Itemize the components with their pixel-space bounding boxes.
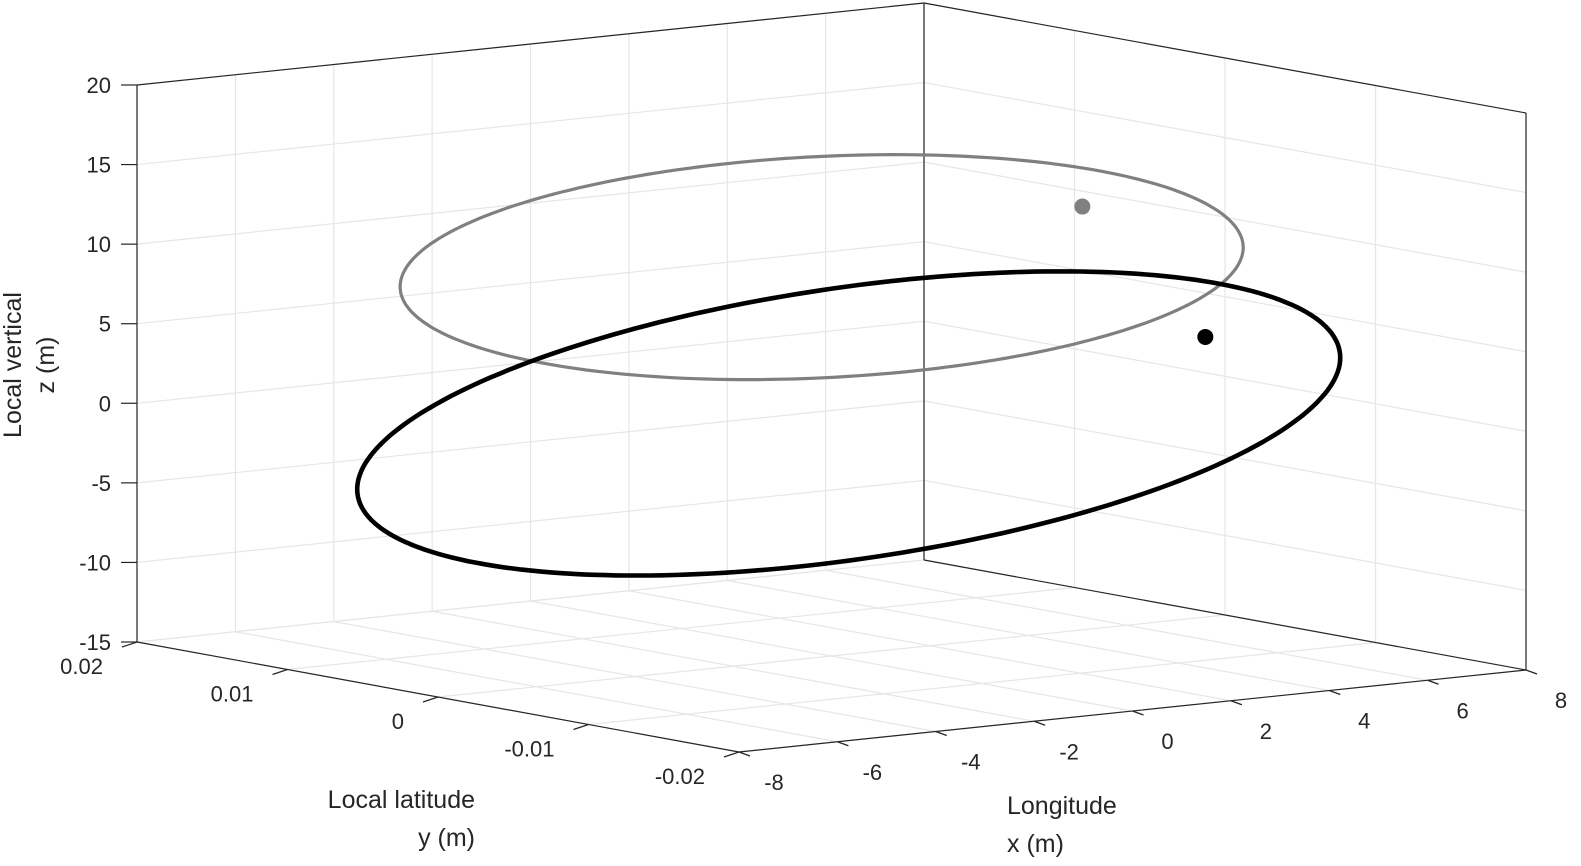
y-tick-label: 0.02	[60, 654, 103, 679]
axis-labels: Local vertical z (m) Local latitude y (m…	[0, 292, 1117, 858]
grid-line-z-side	[923, 479, 1527, 592]
y-tick-mark	[121, 641, 138, 648]
x-tick-label: 8	[1555, 688, 1567, 713]
grid-line-z-back	[136, 81, 925, 166]
x-tick-label: 2	[1260, 719, 1272, 744]
y-tick-mark	[422, 696, 439, 703]
grid-line-z-back	[136, 241, 925, 325]
axes-box-edge	[923, 2, 1527, 114]
y-tick-label: -0.01	[504, 737, 554, 762]
x-axis-label-line1: Longitude	[1007, 792, 1117, 820]
z-axis-label-line2: z (m)	[32, 337, 60, 394]
x-axis-label-line2: x (m)	[1007, 830, 1064, 858]
z-tick-label: 0	[99, 391, 111, 416]
y-tick-mark	[272, 668, 288, 676]
z-axis-label-line1: Local vertical	[0, 292, 27, 438]
z-tick-label: -15	[79, 630, 111, 655]
grid-line-z-side	[923, 320, 1527, 432]
y-tick-mark	[723, 751, 740, 758]
grid-line-z-back	[136, 400, 925, 484]
x-tick-mark	[1033, 720, 1046, 726]
series-1-marker	[1074, 198, 1091, 215]
z-tick-label: -5	[91, 471, 111, 496]
x-tick-label: 6	[1457, 698, 1469, 723]
x-tick-mark	[935, 730, 947, 737]
grid-line-z-back	[136, 161, 925, 245]
x-tick-mark	[1230, 700, 1243, 706]
x-tick-label: -6	[863, 760, 883, 785]
x-tick-mark	[1329, 689, 1341, 696]
series-2-marker	[1197, 328, 1214, 345]
axes-box-edge	[136, 2, 925, 86]
y-tick-label: 0	[392, 709, 404, 734]
x-tick-mark	[1427, 679, 1439, 685]
grid-line-y-floor	[588, 641, 1376, 726]
z-tick-label: -10	[79, 550, 111, 575]
axes-box-edge	[923, 559, 1527, 671]
data-series	[354, 153, 1343, 578]
x-tick-label: -4	[961, 750, 981, 775]
y-tick-label: 0.01	[211, 682, 254, 707]
x-tick-label: 4	[1358, 709, 1370, 734]
x-tick-label: -8	[764, 770, 784, 795]
y-axis-label-line2: y (m)	[418, 824, 475, 852]
y-tick-label: -0.02	[655, 764, 705, 789]
x-tick-mark	[1132, 710, 1144, 716]
grid-lines	[136, 2, 1527, 753]
y-tick-mark	[573, 723, 589, 731]
x-tick-label: -2	[1059, 739, 1079, 764]
z-tick-label: 15	[87, 153, 111, 178]
grid-line-z-side	[923, 241, 1527, 353]
grid-line-z-back	[136, 559, 925, 643]
y-axis-label-line1: Local latitude	[328, 786, 475, 814]
x-tick-mark	[738, 751, 751, 757]
x-tick-mark	[837, 741, 849, 747]
x-tick-label: 0	[1161, 729, 1173, 754]
z-tick-label: 20	[87, 73, 111, 98]
series-1-curve	[398, 153, 1245, 382]
x-tick-mark	[1525, 669, 1538, 675]
grid-line-z-side	[923, 81, 1527, 194]
z-tick-label: 5	[99, 312, 111, 337]
grid-line-y-floor	[287, 586, 1075, 671]
grid-line-z-side	[923, 400, 1527, 512]
grid-line-y-floor	[437, 614, 1226, 698]
z-tick-label: 10	[87, 232, 111, 257]
grid-line-z-back	[136, 479, 925, 564]
series-2-curve	[354, 269, 1343, 578]
